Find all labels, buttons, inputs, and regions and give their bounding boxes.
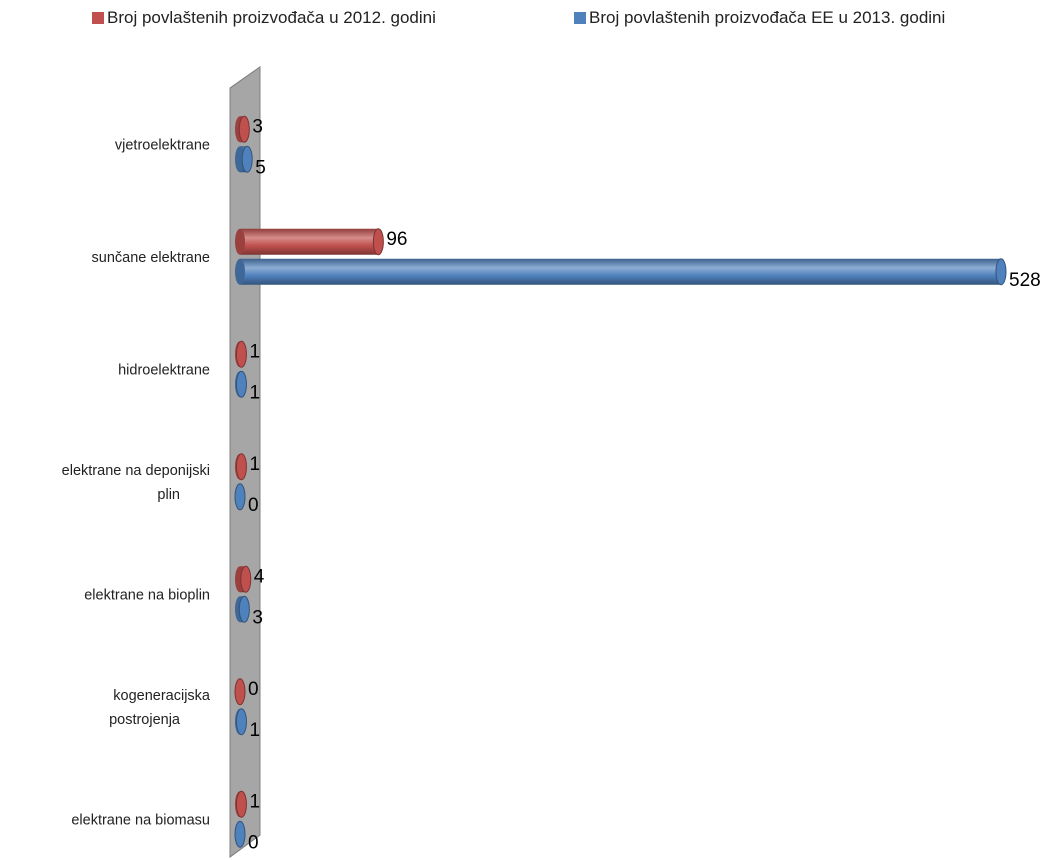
legend-label-2012: Broj povlaštenih proizvođača u 2012. god… — [107, 8, 436, 27]
legend-swatch-2012 — [92, 12, 104, 24]
bar-end-cap — [235, 453, 247, 481]
value-label: 1 — [249, 454, 260, 475]
legend: Broj povlaštenih proizvođača u 2012. god… — [0, 8, 1054, 34]
bar-start-cap — [235, 258, 245, 285]
bar-end-cap — [235, 340, 247, 368]
bar-end-cap — [234, 820, 246, 848]
value-label: 3 — [252, 116, 263, 137]
bar-end-cap — [235, 708, 247, 736]
value-label: 1 — [249, 791, 260, 812]
bar-body — [240, 228, 379, 255]
value-label: 1 — [249, 341, 260, 362]
value-label: 0 — [248, 679, 259, 700]
bar-end-cap — [235, 370, 247, 398]
value-label: 4 — [254, 566, 265, 587]
bar-end-cap — [234, 483, 246, 511]
category-label: sunčane elektrane — [92, 250, 211, 266]
value-label: 1 — [249, 382, 260, 403]
bar-end-cap — [995, 258, 1007, 286]
bar-body — [240, 258, 1001, 285]
value-label: 96 — [386, 229, 407, 250]
category-label: vjetroelektrane — [115, 137, 210, 153]
value-label: 3 — [252, 607, 263, 628]
value-label: 0 — [248, 832, 259, 853]
value-label: 528 — [1009, 270, 1041, 291]
bar-end-cap — [235, 790, 247, 818]
bar-end-cap — [238, 595, 250, 623]
bar-end-cap — [241, 145, 253, 173]
value-label: 0 — [248, 495, 259, 516]
category-label: kogeneracijska postrojenja — [109, 688, 211, 728]
bar-end-cap — [238, 115, 250, 143]
value-label: 5 — [255, 157, 266, 178]
legend-item-2013: Broj povlaštenih proizvođača EE u 2013. … — [574, 8, 945, 28]
legend-label-2013: Broj povlaštenih proizvođača EE u 2013. … — [589, 8, 946, 27]
bar-end-cap — [372, 228, 384, 256]
axis-wall-outline — [229, 66, 261, 858]
category-label: elektrane na biomasu — [71, 812, 210, 828]
legend-item-2012: Broj povlaštenih proizvođača u 2012. god… — [92, 8, 436, 28]
category-label: elektrane na deponijski plin — [62, 463, 210, 503]
bar-start-cap — [235, 228, 245, 255]
bar-end-cap — [240, 565, 252, 593]
bar-end-cap — [234, 678, 246, 706]
category-label: hidroelektrane — [118, 362, 210, 378]
category-label: elektrane na bioplin — [84, 587, 210, 603]
value-label: 1 — [249, 720, 260, 741]
legend-swatch-2013 — [574, 12, 586, 24]
